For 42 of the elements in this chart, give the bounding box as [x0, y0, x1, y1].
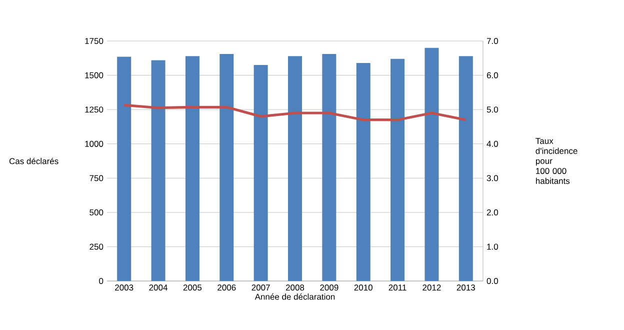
- bar: [356, 62, 370, 281]
- y2-tick-label: 4.0: [486, 140, 498, 147]
- y-tick-label: 250: [90, 244, 104, 250]
- bar: [424, 48, 439, 281]
- bar: [185, 56, 200, 281]
- x-tick-label: 2005: [183, 284, 202, 291]
- y2-tick-label: 3.0: [486, 175, 498, 182]
- x-tick-label: 2009: [320, 284, 338, 291]
- x-axis-title: Année de déclaration: [254, 293, 335, 300]
- y-tick-label: 500: [90, 209, 104, 216]
- y-tick-label: 1500: [85, 72, 104, 78]
- x-tick-label: 2011: [388, 284, 406, 291]
- y2-tick-label: 0.0: [486, 278, 498, 284]
- bar: [322, 54, 336, 281]
- bar: [458, 56, 473, 281]
- bar: [220, 54, 234, 281]
- y-tick-label: 0: [99, 278, 104, 284]
- line-series: [122, 104, 468, 122]
- y2-tick-label: 6.0: [486, 72, 498, 78]
- x-tick-label: 2010: [354, 284, 372, 291]
- x-tick-label: 2006: [218, 284, 236, 291]
- y2-tick-label: 5.0: [486, 106, 498, 113]
- y2-tick-label: 2.0: [486, 209, 498, 216]
- y-tick-label: 1750: [85, 38, 104, 44]
- bar: [288, 56, 302, 281]
- y-tick-label: 750: [90, 175, 104, 182]
- x-tick-label: 2004: [149, 284, 168, 291]
- x-tick-label: 2003: [115, 284, 134, 291]
- bar: [117, 56, 132, 281]
- y2-axis-title: Taux d'incidence pour 100 000 habitants: [536, 138, 578, 184]
- x-tick-label: 2008: [286, 284, 304, 291]
- y-tick-label: 1000: [85, 140, 104, 147]
- y-tick-label: 1250: [85, 106, 104, 113]
- y2-tick-label: 7.0: [486, 38, 498, 44]
- x-tick-label: 2007: [252, 284, 270, 291]
- bar: [390, 58, 405, 281]
- bar: [254, 65, 268, 281]
- x-tick-label: 2012: [422, 284, 441, 291]
- y-axis-title: Cas déclarés: [9, 158, 58, 164]
- bar: [151, 60, 166, 281]
- x-tick-label: 2013: [456, 284, 475, 291]
- y2-tick-label: 1.0: [487, 244, 498, 250]
